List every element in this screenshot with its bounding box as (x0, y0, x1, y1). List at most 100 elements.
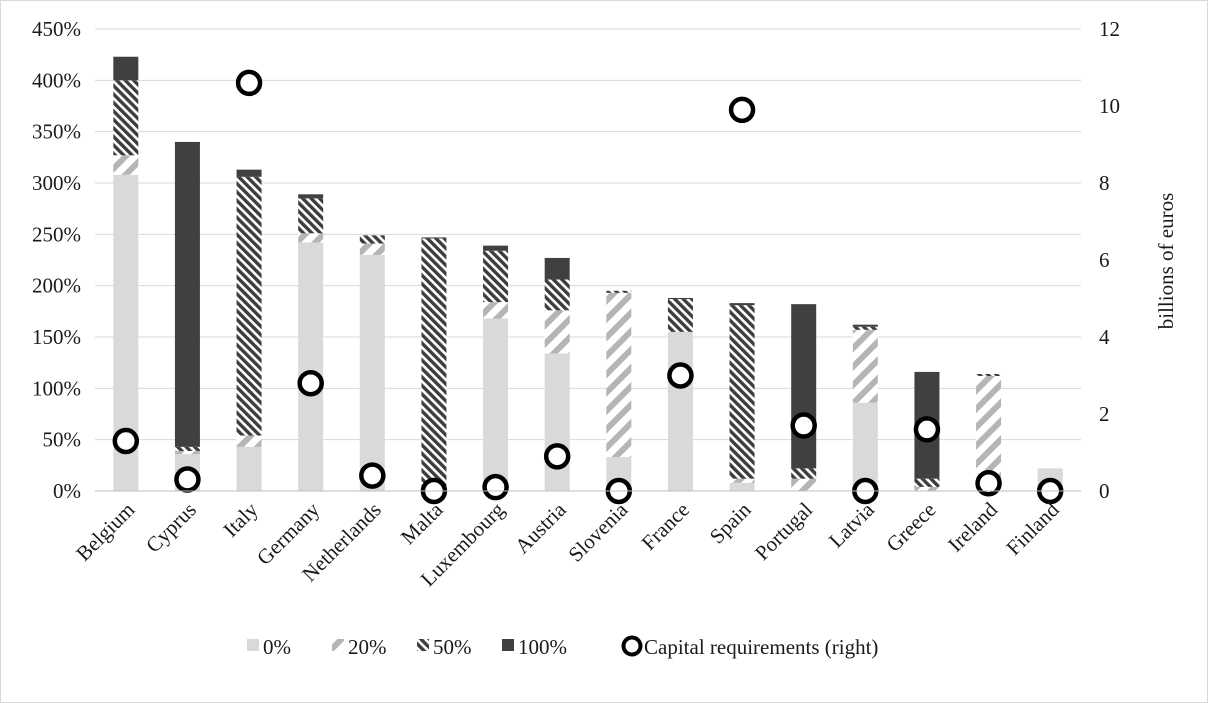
capital-requirement-point (975, 470, 1002, 497)
capital-requirement-point (667, 362, 694, 389)
bar-segment-0pct (298, 242, 324, 491)
bar-segment-50pct (421, 238, 447, 491)
x-tick-label: Portugal (750, 497, 817, 564)
capital-requirement-point (728, 96, 756, 124)
y-tick-label: 50% (43, 428, 82, 452)
bar-segment-50pct (359, 235, 385, 244)
x-tick-label: Belgium (71, 498, 139, 566)
legend-swatch (502, 639, 514, 651)
bar-segment-100pct (852, 324, 878, 327)
bar-segment-20pct (544, 310, 570, 354)
y-tick-label: 450% (32, 17, 81, 41)
bar-segment-100pct (483, 245, 509, 251)
bar-segment-20pct (914, 486, 940, 491)
legend-label: 50% (433, 635, 472, 659)
bar-segment-50pct (113, 80, 139, 156)
bar-segment-0pct (852, 402, 878, 491)
bar-segment-0pct (483, 318, 509, 491)
y-tick-label: 100% (32, 376, 81, 400)
bar-segment-50pct (914, 478, 940, 487)
right-y-tick-label: 8 (1099, 171, 1110, 195)
bar-segment-50pct (852, 326, 878, 330)
bar-segment-50pct (729, 305, 755, 479)
capital-requirement-point (297, 369, 324, 397)
legend-swatch-circle (621, 635, 643, 657)
y-tick-label: 150% (32, 325, 81, 349)
x-tick-label: Spain (705, 497, 756, 548)
bar-segment-0pct (729, 482, 755, 491)
bar-segment-50pct (606, 290, 632, 293)
y-tick-label: 400% (32, 68, 81, 92)
bar-segment-20pct (359, 243, 385, 255)
bar-segment-20pct (298, 233, 324, 243)
capital-requirement-point (112, 427, 140, 455)
bar-segment-100pct (544, 257, 570, 280)
right-y-tick-label: 6 (1099, 248, 1110, 272)
capital-requirement-point (235, 69, 263, 97)
bar-segment-100pct (174, 141, 200, 447)
x-tick-label: Austria (510, 497, 571, 558)
bar-segment-50pct (667, 299, 693, 332)
bar-segment-50pct (298, 198, 324, 234)
legend: 0% 20% 50% 100% Capital requirements (right) (247, 635, 878, 659)
x-tick-label: Greece (881, 498, 940, 557)
legend-swatch (247, 639, 259, 651)
legend-label: 0% (263, 635, 291, 659)
bar-segment-20pct (174, 450, 200, 455)
bar-segment-0pct (544, 353, 570, 491)
bar-segment-0pct (667, 331, 693, 491)
bar-segment-100pct (667, 297, 693, 300)
y-tick-label: 200% (32, 274, 81, 298)
bar-segment-50pct (174, 446, 200, 451)
y-tick-label: 350% (32, 120, 81, 144)
legend-label: 100% (518, 635, 567, 659)
x-tick-label: Italy (218, 497, 263, 542)
capital-requirement-point (174, 466, 201, 493)
bar-segment-100pct (113, 56, 139, 81)
x-tick-label: Cyprus (141, 498, 201, 558)
x-tick-label: France (637, 498, 694, 555)
bar-segment-20pct (729, 478, 755, 483)
right-axis-label: billions of euros (1154, 193, 1178, 330)
legend-swatch (332, 639, 344, 651)
capital-requirement-point (482, 473, 509, 501)
bar-segment-50pct (544, 279, 570, 311)
bar-segment-20pct (483, 302, 509, 319)
bar-segment-100pct (236, 169, 262, 177)
bar-segment-20pct (113, 155, 139, 175)
bar-segment-50pct (791, 468, 817, 479)
bar-segment-0pct (236, 446, 262, 491)
bar-segment-20pct (791, 478, 817, 491)
right-y-tick-label: 12 (1099, 17, 1120, 41)
right-y-tick-label: 0 (1099, 479, 1110, 503)
capital-requirement-point (790, 412, 817, 439)
bar-segment-20pct (852, 329, 878, 403)
legend-label: 20% (348, 635, 387, 659)
bar-segment-50pct (236, 176, 262, 436)
y-tick-label: 250% (32, 222, 81, 246)
capital-requirement-point (543, 443, 571, 470)
y-tick-label: 300% (32, 171, 81, 195)
bars (113, 56, 1063, 491)
x-tick-label: Slovenia (563, 497, 632, 566)
bar-segment-100pct (298, 194, 324, 199)
bar-segment-0pct (359, 254, 385, 491)
x-tick-label: Ireland (943, 497, 1002, 556)
bar-segment-50pct (976, 373, 1002, 377)
capital-requirement-point (913, 416, 941, 443)
bar-segment-100pct (791, 304, 817, 469)
legend-swatch (417, 639, 429, 651)
bar-segment-100pct (729, 303, 755, 306)
x-tick-label: Finland (1001, 497, 1064, 560)
right-y-tick-label: 2 (1099, 402, 1110, 426)
bar-segment-50pct (483, 250, 509, 303)
x-tick-label: Latvia (824, 497, 879, 552)
right-y-tick-label: 10 (1099, 94, 1120, 118)
x-tick-label: Malta (396, 497, 448, 549)
y-tick-label: 0% (53, 479, 81, 503)
bar-segment-100pct (421, 237, 447, 239)
bar-segment-20pct (606, 292, 632, 458)
capital-requirement-point (359, 462, 386, 489)
bar-segment-20pct (236, 435, 262, 447)
